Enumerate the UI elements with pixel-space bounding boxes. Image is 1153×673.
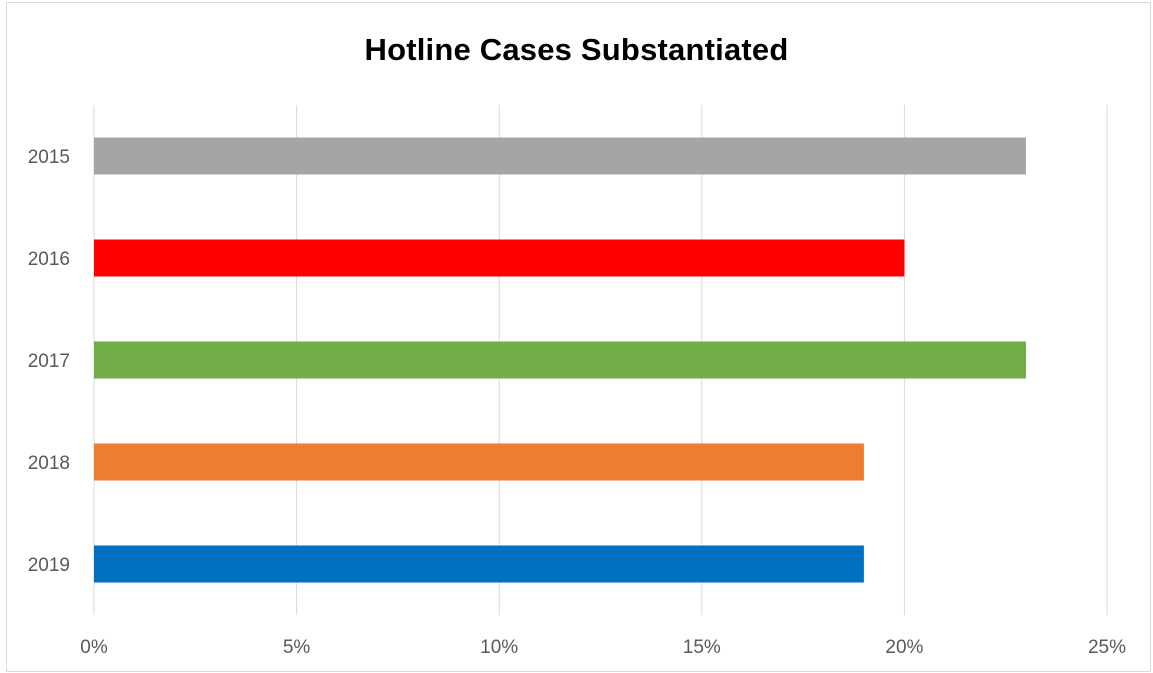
chart-title: Hotline Cases Substantiated xyxy=(364,32,789,67)
x-axis-labels: 0% 5% 10% 15% 20% 25% xyxy=(80,637,1126,658)
x-tick-label: 10% xyxy=(480,637,518,658)
bar-2018 xyxy=(94,443,864,481)
bars xyxy=(94,137,1026,583)
x-tick-label: 5% xyxy=(283,637,311,658)
bar-2017 xyxy=(94,341,1026,379)
x-tick-label: 25% xyxy=(1088,637,1126,658)
x-tick-label: 20% xyxy=(885,637,923,658)
bar-2015 xyxy=(94,137,1026,175)
bar-2019 xyxy=(94,545,864,583)
y-category-label: 2017 xyxy=(28,351,70,372)
y-category-label: 2015 xyxy=(28,147,70,168)
y-category-label: 2018 xyxy=(28,453,70,474)
y-category-label: 2019 xyxy=(28,555,70,576)
x-tick-label: 0% xyxy=(80,637,108,658)
y-category-label: 2016 xyxy=(28,249,70,270)
bar-2016 xyxy=(94,239,905,277)
x-tick-label: 15% xyxy=(683,637,721,658)
y-axis-labels: 2015 2016 2017 2018 2019 xyxy=(28,147,70,576)
